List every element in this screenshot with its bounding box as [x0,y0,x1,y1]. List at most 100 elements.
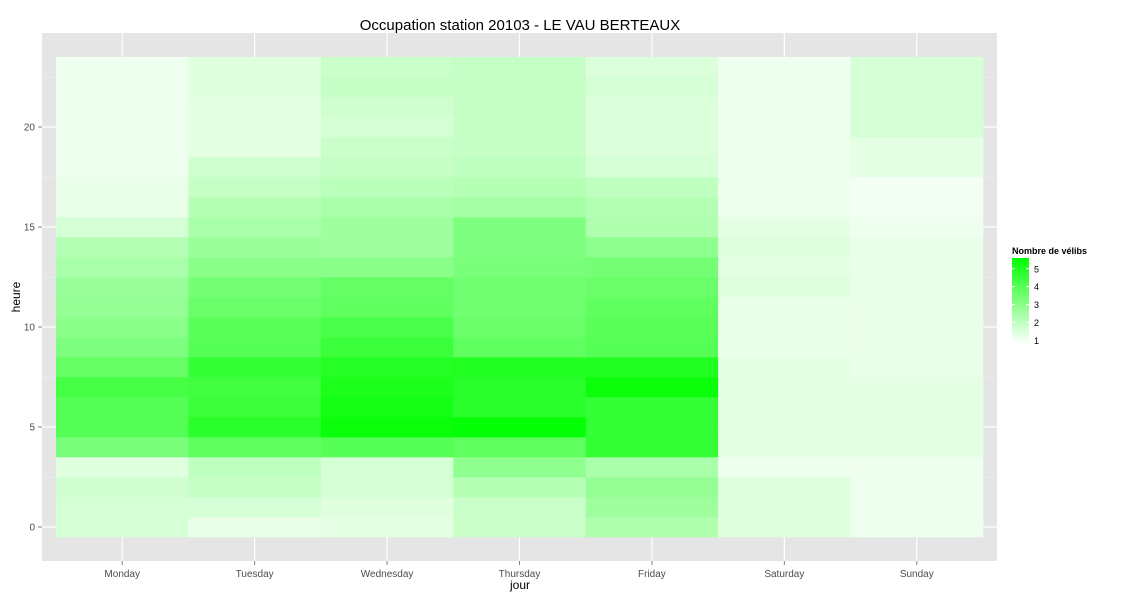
heatmap-cell [56,377,189,398]
heatmap-cell [188,237,322,258]
heatmap-cell [188,457,322,478]
heatmap-cell [850,457,984,478]
heatmap-cell [453,177,587,198]
heatmap-cell [453,497,587,518]
heatmap-cell [56,97,189,118]
heatmap-cell [850,377,984,398]
heatmap-cell [188,117,322,138]
heatmap-cell [320,217,454,238]
heatmap-cell [453,357,587,378]
heatmap-cell [850,77,984,98]
heatmap-cell [585,517,719,538]
heatmap-cell [718,397,851,418]
heatmap-cell [453,337,587,358]
heatmap-cell [453,97,587,118]
heatmap-cell [320,97,454,118]
heatmap-cell [850,97,984,118]
y-tick-label: 20 [24,123,36,134]
heatmap-cell [188,477,322,498]
heatmap-cell [850,237,984,258]
x-tick-label: Friday [638,569,666,580]
heatmap-cell [56,457,189,478]
heatmap-cells [56,57,984,538]
heatmap-cell [56,277,189,298]
x-tick-label: Tuesday [236,569,274,580]
heatmap-cell [188,97,322,118]
heatmap-cell [718,257,851,278]
heatmap-cell [585,197,719,218]
heatmap-cell [188,197,322,218]
heatmap-cell [188,277,322,298]
heatmap-cell [453,197,587,218]
heatmap-cell [718,297,851,318]
heatmap-cell [718,157,851,178]
heatmap-cell [320,317,454,338]
heatmap-cell [453,117,587,138]
heatmap-cell [320,517,454,538]
heatmap-cell [850,437,984,458]
heatmap-cell [718,477,851,498]
heatmap-cell [56,157,189,178]
heatmap-cell [320,417,454,438]
heatmap-cell [850,257,984,278]
heatmap-cell [585,297,719,318]
heatmap-cell [585,77,719,98]
heatmap-cell [320,297,454,318]
heatmap-cell [188,437,322,458]
heatmap-cell [718,277,851,298]
heatmap-cell [718,217,851,238]
heatmap-cell [585,97,719,118]
heatmap-cell [56,257,189,278]
heatmap-cell [188,77,322,98]
heatmap-cell [56,477,189,498]
heatmap-cell [320,457,454,478]
heatmap-cell [850,277,984,298]
heatmap-cell [718,497,851,518]
heatmap-cell [585,117,719,138]
heatmap-cell [453,57,587,78]
heatmap-cell [585,317,719,338]
heatmap-cell [850,497,984,518]
y-axis-label: heure [9,281,23,312]
heatmap-cell [718,197,851,218]
heatmap-cell [453,517,587,538]
heatmap-cell [850,357,984,378]
legend-title: Nombre de vélibs [1012,246,1087,256]
heatmap-cell [453,317,587,338]
heatmap-cell [56,217,189,238]
heatmap-cell [718,137,851,158]
heatmap-cell [453,137,587,158]
heatmap-cell [188,397,322,418]
heatmap-cell [585,437,719,458]
heatmap-cell [56,177,189,198]
heatmap-cell [56,117,189,138]
heatmap-cell [585,397,719,418]
heatmap-cell [850,157,984,178]
x-tick-label: Monday [104,569,140,580]
heatmap-cell [718,317,851,338]
heatmap-cell [188,377,322,398]
heatmap-cell [585,257,719,278]
heatmap-cell [585,217,719,238]
heatmap-cell [718,97,851,118]
chart-title: Occupation station 20103 - LE VAU BERTEA… [360,17,680,34]
heatmap-cell [585,457,719,478]
heatmap-cell [850,217,984,238]
heatmap-cell [188,497,322,518]
legend-tick-label: 4 [1034,282,1039,292]
heatmap-cell [320,237,454,258]
heatmap-cell [56,77,189,98]
heatmap-cell [56,417,189,438]
heatmap-cell [850,517,984,538]
heatmap-cell [453,457,587,478]
y-tick-label: 5 [29,423,35,434]
heatmap-cell [188,217,322,238]
heatmap-cell [320,157,454,178]
heatmap-cell [188,517,322,538]
heatmap-cell [718,117,851,138]
heatmap-cell [453,417,587,438]
heatmap-cell [320,137,454,158]
legend-tick-label: 2 [1034,318,1039,328]
heatmap-cell [453,477,587,498]
legend-tick-label: 1 [1034,336,1039,346]
